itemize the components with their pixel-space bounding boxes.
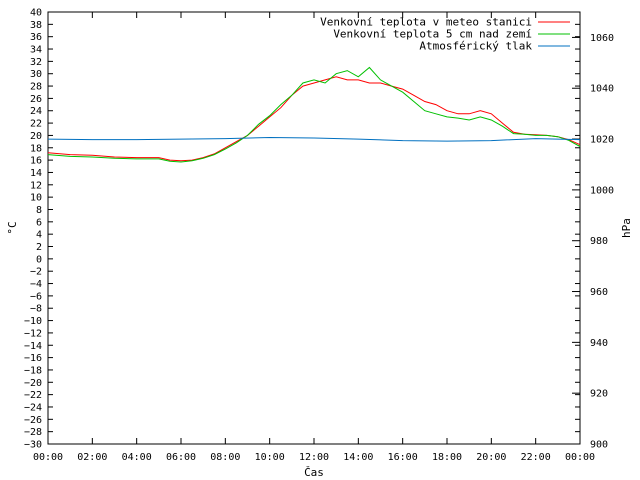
x-tick-label: 20:00 [476,452,506,463]
y2-tick-label: 1060 [590,33,614,44]
y2-tick-label: 940 [590,338,608,349]
y-tick-label: 40 [30,8,42,19]
y-tick-label: 38 [30,20,42,31]
y-tick-label: −26 [24,415,42,426]
y-tick-label: −22 [24,390,42,401]
y-tick-label: 4 [36,230,42,241]
y-tick-label: 20 [30,131,42,142]
y2-axis-ticks: 1060 1040 1020 1000 980 960 940 920 900 [572,33,614,451]
y2-tick-label: 1040 [590,84,614,95]
y2-tick-label: 920 [590,389,608,400]
x-tick-label: 12:00 [299,452,329,463]
y-tick-label: −30 [24,440,42,451]
y2-tick-label: 960 [590,287,608,298]
y-tick-label: −18 [24,365,42,376]
y-tick-label: 26 [30,94,42,105]
y-tick-label: −28 [24,427,42,438]
x-tick-label: 16:00 [388,452,418,463]
y-tick-label: −2 [30,267,42,278]
y-tick-label: 8 [36,205,42,216]
y2-tick-label: 980 [590,236,608,247]
y-axis-title: °C [6,221,19,234]
x-tick-label: 00:00 [33,452,63,463]
x-tick-label: 06:00 [166,452,196,463]
y-tick-label: −20 [24,378,42,389]
plot-area [47,11,581,445]
y-tick-label: −14 [24,341,42,352]
x-tick-label: 08:00 [210,452,240,463]
y-tick-label: −10 [24,316,42,327]
legend-label-0: Venkovní teplota v meteo stanici [320,16,532,29]
y-tick-label: 0 [36,254,42,265]
x-tick-label: 00:00 [565,452,595,463]
y-tick-label: −16 [24,353,42,364]
y-tick-label: 24 [30,106,42,117]
y-tick-label: −12 [24,328,42,339]
y-tick-label: 22 [30,119,42,130]
x-tick-label: 10:00 [255,452,285,463]
y-tick-label: 30 [30,69,42,80]
y-tick-label: 12 [30,180,42,191]
y-tick-label: 34 [30,45,42,56]
x-axis-ticks: 00:00 02:00 04:00 06:00 08:00 10:00 12:00 14:00… [33,12,595,463]
y-tick-label: 14 [30,168,42,179]
series-line-0 [47,76,581,162]
y-axis-ticks: 4038363432302826242220181614121086420−2−… [24,8,580,451]
y-tick-label: 18 [30,143,42,154]
x-tick-label: 22:00 [521,452,551,463]
y-tick-label: −6 [30,291,42,302]
y-tick-label: −24 [24,402,42,413]
y-tick-label: 28 [30,82,42,93]
y2-axis-title: hPa [620,218,633,238]
x-axis-title: Čas [304,466,324,479]
y2-tick-label: 1020 [590,135,614,146]
y-tick-label: 2 [36,242,42,253]
y-tick-label: 32 [30,57,42,68]
x-tick-label: 02:00 [77,452,107,463]
legend: Venkovní teplota v meteo staniciVenkovní… [320,16,570,53]
x-tick-label: 04:00 [122,452,152,463]
y-tick-label: 10 [30,193,42,204]
legend-label-2: Atmosférický tlak [419,40,532,53]
y-tick-label: 6 [36,217,42,228]
x-tick-label: 18:00 [432,452,462,463]
y-tick-label: 36 [30,32,42,43]
y2-tick-label: 1000 [590,185,614,196]
y-tick-label: −8 [30,304,42,315]
series-line-1 [47,66,581,163]
series-group [47,66,581,163]
y2-tick-label: 900 [590,440,608,451]
x-tick-label: 14:00 [343,452,373,463]
series-line-2 [47,136,581,142]
legend-label-1: Venkovní teplota 5 cm nad zemí [333,28,532,41]
y-tick-label: −4 [30,279,42,290]
y-tick-label: 16 [30,156,42,167]
